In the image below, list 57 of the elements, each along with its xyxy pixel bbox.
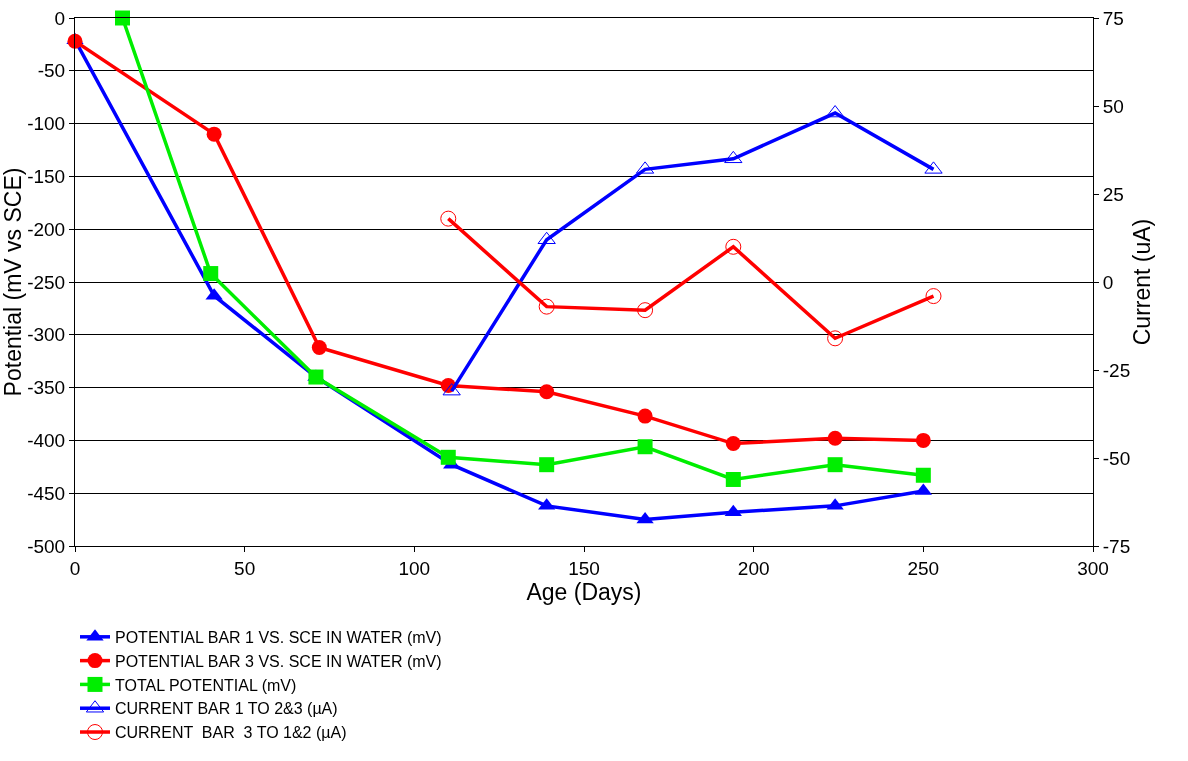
y-tick-label: -200 — [27, 218, 66, 240]
point — [637, 439, 653, 455]
point — [827, 457, 843, 473]
legend-label: CURRENT BAR 3 TO 1&2 (µA) — [115, 724, 347, 742]
point — [637, 302, 654, 319]
point — [725, 238, 742, 255]
y-tick-label: -100 — [27, 113, 66, 135]
point — [206, 126, 222, 142]
point — [538, 298, 555, 315]
legend-label: POTENTIAL BAR 3 VS. SCE IN WATER (mV) — [115, 652, 442, 670]
legend-label: TOTAL POTENTIAL (mV) — [115, 676, 297, 694]
y-tick-label: -50 — [37, 60, 66, 82]
x-tick-label: 150 — [568, 557, 600, 579]
x-tick-label: 100 — [398, 557, 431, 579]
point — [308, 369, 324, 385]
y2-tick-label: 75 — [1102, 7, 1124, 29]
x-tick-label: 300 — [1077, 557, 1109, 579]
point — [115, 10, 131, 26]
y2-axis-title: Current (uA) — [1128, 218, 1155, 346]
y-tick-label: -150 — [27, 166, 66, 188]
point — [925, 288, 942, 305]
x-tick-label: 50 — [234, 557, 256, 579]
point — [827, 330, 844, 347]
x-tick-label: 250 — [907, 557, 940, 579]
y2-tick-label: -25 — [1102, 359, 1131, 381]
y2-tick-label: -50 — [1102, 447, 1131, 469]
point — [440, 210, 457, 227]
point — [725, 471, 741, 487]
point — [440, 449, 456, 465]
y-tick-label: -500 — [27, 535, 66, 557]
x-tick-label: 200 — [737, 557, 770, 579]
legend-label: CURRENT BAR 1 TO 2&3 (µA) — [115, 700, 338, 718]
x-axis-title: Age (Days) — [526, 578, 642, 605]
y2-tick-label: 50 — [1102, 95, 1124, 117]
y2-tick-label: -75 — [1102, 535, 1131, 557]
point — [725, 436, 741, 452]
y-axis-title: Potential (mV vs SCE) — [0, 167, 26, 397]
x-tick-label: 0 — [69, 557, 81, 579]
legend-label: POTENTIAL BAR 1 VS. SCE IN WATER (mV) — [115, 629, 442, 647]
y-tick-label: -250 — [27, 271, 66, 293]
point — [915, 432, 931, 448]
point — [915, 467, 931, 483]
y-tick-label: -400 — [27, 430, 66, 452]
y-tick-label: -350 — [27, 377, 66, 399]
point — [539, 457, 555, 473]
y-tick-label: -450 — [27, 482, 66, 504]
point — [827, 430, 843, 446]
y-tick-label: -300 — [27, 324, 66, 346]
point — [537, 231, 556, 245]
y-tick-label: 0 — [54, 7, 66, 29]
point — [539, 384, 555, 400]
y2-tick-label: 25 — [1102, 183, 1124, 205]
point — [311, 339, 327, 355]
point — [203, 266, 219, 282]
y2-tick-label: 0 — [1102, 271, 1114, 293]
point — [724, 150, 743, 164]
point — [637, 408, 653, 424]
